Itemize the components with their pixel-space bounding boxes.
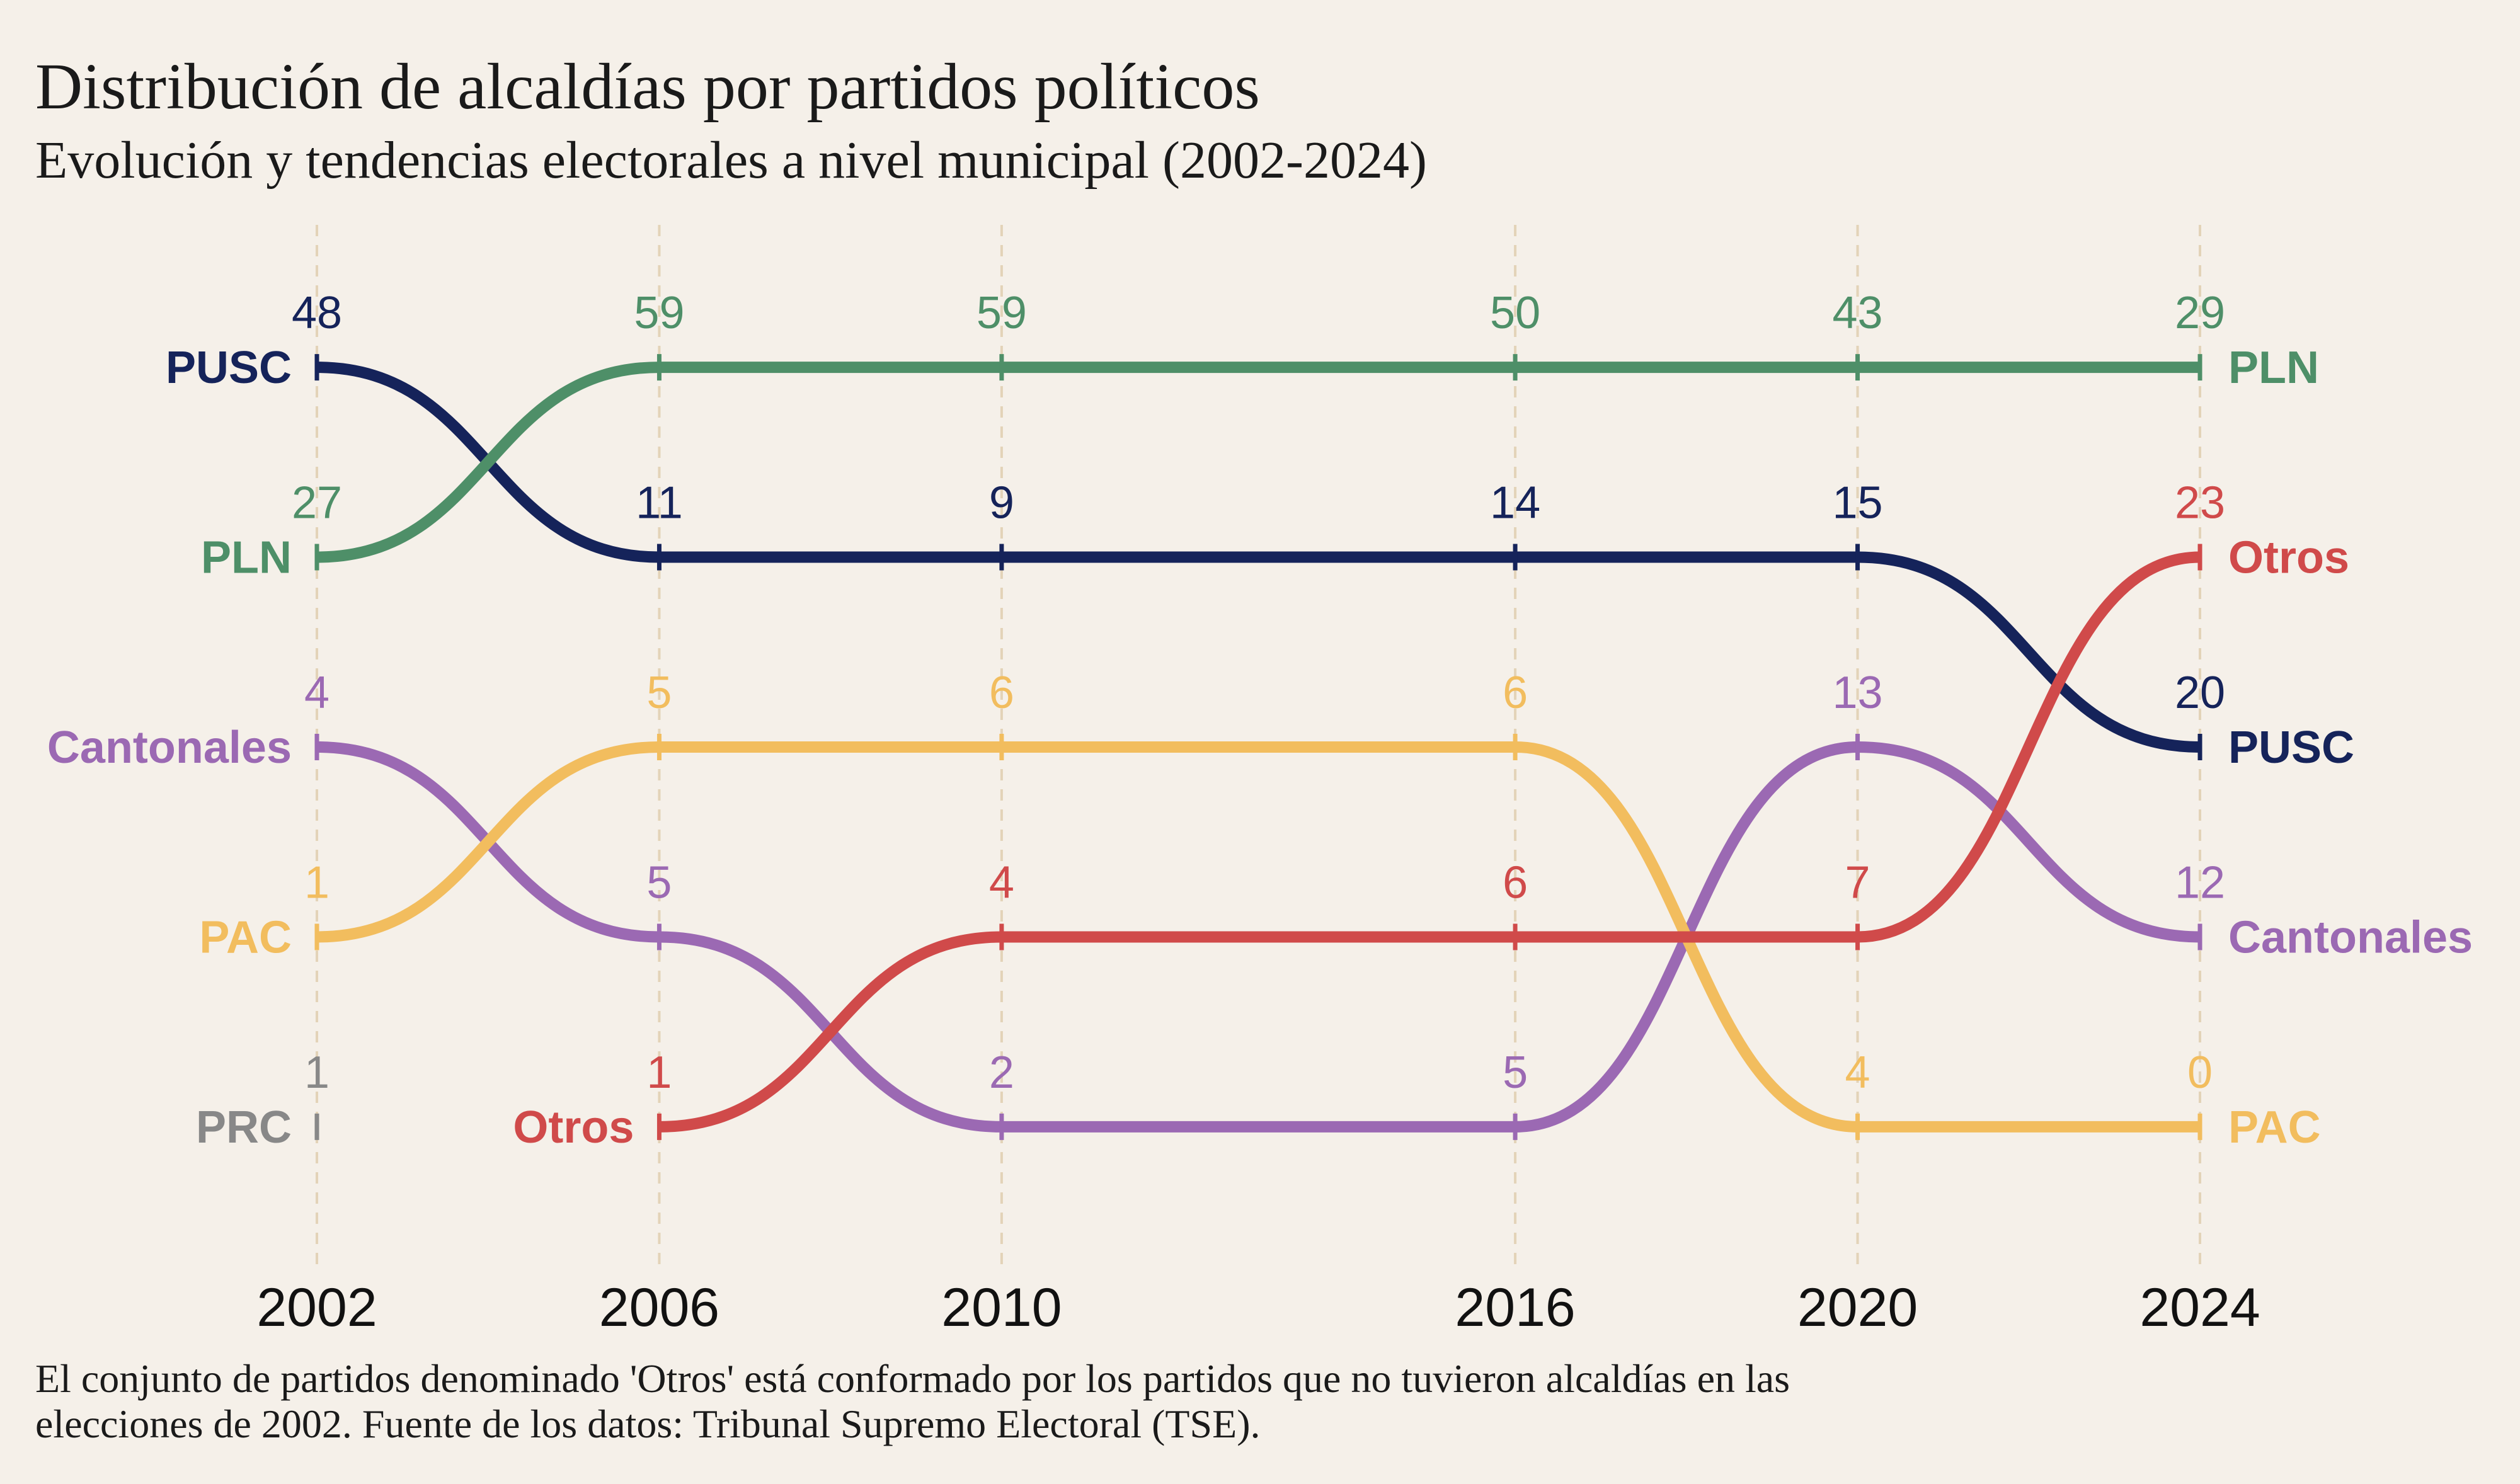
chart-title: Distribución de alcaldías por partidos p… (35, 50, 1260, 123)
series-label: PLN (201, 533, 292, 583)
series-label: PUSC (166, 343, 292, 393)
series-label: PLN (2228, 343, 2319, 393)
x-tick-label: 2024 (2139, 1277, 2260, 1338)
x-tick-label: 2006 (599, 1277, 719, 1338)
value-label: 50 (1490, 288, 1540, 338)
series-label: Cantonales (47, 722, 292, 773)
x-tick-label: 2020 (1797, 1277, 1918, 1338)
value-label: 48 (292, 288, 342, 338)
series-label: Otros (2228, 533, 2349, 583)
value-label: 5 (1503, 1047, 1528, 1098)
bump-line (316, 362, 2200, 563)
value-label: 6 (1503, 857, 1528, 908)
series-label: PAC (2228, 1102, 2321, 1153)
value-label: 4 (304, 668, 329, 718)
value-label: 59 (634, 288, 684, 338)
value-label: 43 (1832, 288, 1882, 338)
value-label: 5 (646, 668, 672, 718)
value-label: 59 (976, 288, 1027, 338)
value-label: 29 (2175, 288, 2225, 338)
bump-line (316, 741, 2201, 1133)
series-label: Otros (513, 1102, 634, 1153)
value-label: 4 (1845, 1047, 1870, 1098)
footnote: elecciones de 2002. Fuente de los datos:… (35, 1401, 1261, 1446)
value-label: 9 (989, 478, 1014, 528)
footnote: El conjunto de partidos denominado 'Otro… (35, 1356, 1790, 1401)
value-label: 6 (989, 668, 1014, 718)
value-label: 14 (1490, 478, 1540, 528)
value-label: 1 (304, 1047, 329, 1098)
value-label: 1 (304, 857, 329, 908)
value-label: 5 (646, 857, 672, 908)
value-label: 11 (636, 478, 683, 528)
series-label: PUSC (2228, 722, 2354, 773)
x-tick-label: 2010 (941, 1277, 1062, 1338)
x-tick-label: 2002 (256, 1277, 377, 1338)
value-label: 0 (2187, 1047, 2213, 1098)
value-label: 15 (1832, 478, 1882, 528)
chart-subtitle: Evolución y tendencias electorales a niv… (35, 131, 1427, 190)
value-label: 12 (2175, 857, 2225, 908)
series-label: Cantonales (2228, 912, 2473, 962)
value-label: 1 (646, 1047, 672, 1098)
value-label: 23 (2175, 478, 2225, 528)
value-label: 13 (1832, 668, 1882, 718)
x-tick-label: 2016 (1455, 1277, 1575, 1338)
bump-line (316, 362, 2201, 753)
value-label: 2 (989, 1047, 1014, 1098)
value-label: 20 (2175, 668, 2225, 718)
value-label: 27 (292, 478, 342, 528)
series-label: PAC (199, 912, 292, 962)
value-label: 7 (1845, 857, 1870, 908)
series-label: PRC (196, 1102, 292, 1153)
value-label: 6 (1503, 668, 1528, 718)
value-label: 4 (989, 857, 1014, 908)
